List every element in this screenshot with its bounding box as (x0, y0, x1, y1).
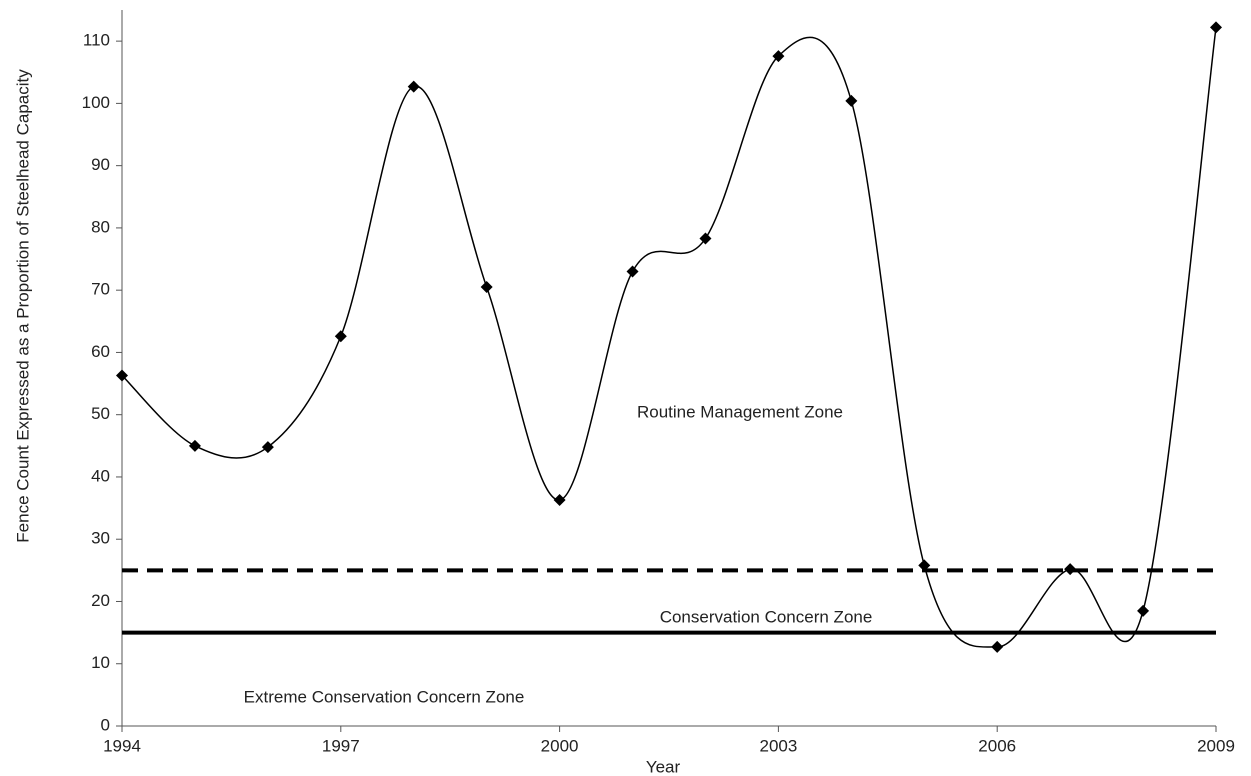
data-point (116, 369, 128, 382)
y-tick-label: 30 (91, 529, 110, 548)
data-point (1137, 604, 1150, 617)
y-tick-label: 10 (91, 653, 110, 672)
data-point (918, 559, 931, 572)
zone-label: Extreme Conservation Concern Zone (244, 687, 525, 706)
data-point (626, 265, 639, 278)
x-tick-label: 2000 (541, 736, 579, 755)
y-tick-label: 20 (91, 591, 110, 610)
y-tick-label: 60 (91, 342, 110, 361)
data-point (261, 441, 274, 454)
x-tick-label: 1994 (103, 736, 141, 755)
x-tick-label: 2003 (759, 736, 797, 755)
data-point (845, 94, 858, 107)
data-point (188, 439, 201, 452)
data-point (553, 493, 566, 506)
y-tick-label: 70 (91, 280, 110, 299)
y-tick-label: 80 (91, 217, 110, 236)
data-point (1064, 563, 1077, 576)
y-tick-label: 90 (91, 155, 110, 174)
data-point (1210, 21, 1222, 34)
x-tick-label: 2006 (978, 736, 1016, 755)
zone-label: Conservation Concern Zone (660, 607, 873, 626)
data-point (699, 232, 712, 245)
x-axis-label: Year (646, 757, 681, 776)
y-tick-label: 110 (83, 31, 110, 50)
y-axis-label: Fence Count Expressed as a Proportion of… (13, 69, 32, 543)
series-line (121, 27, 1217, 648)
y-tick-label: 50 (91, 404, 110, 423)
x-tick-label: 1997 (322, 736, 360, 755)
data-point (991, 640, 1004, 653)
y-tick-label: 40 (91, 466, 110, 485)
y-tick-label: 0 (101, 715, 110, 734)
data-point (772, 50, 785, 63)
data-point (480, 281, 493, 294)
data-point (407, 80, 420, 93)
y-tick-label: 100 (82, 93, 110, 112)
x-tick-label: 2009 (1197, 736, 1235, 755)
data-point (334, 330, 347, 343)
zone-label: Routine Management Zone (637, 402, 843, 421)
